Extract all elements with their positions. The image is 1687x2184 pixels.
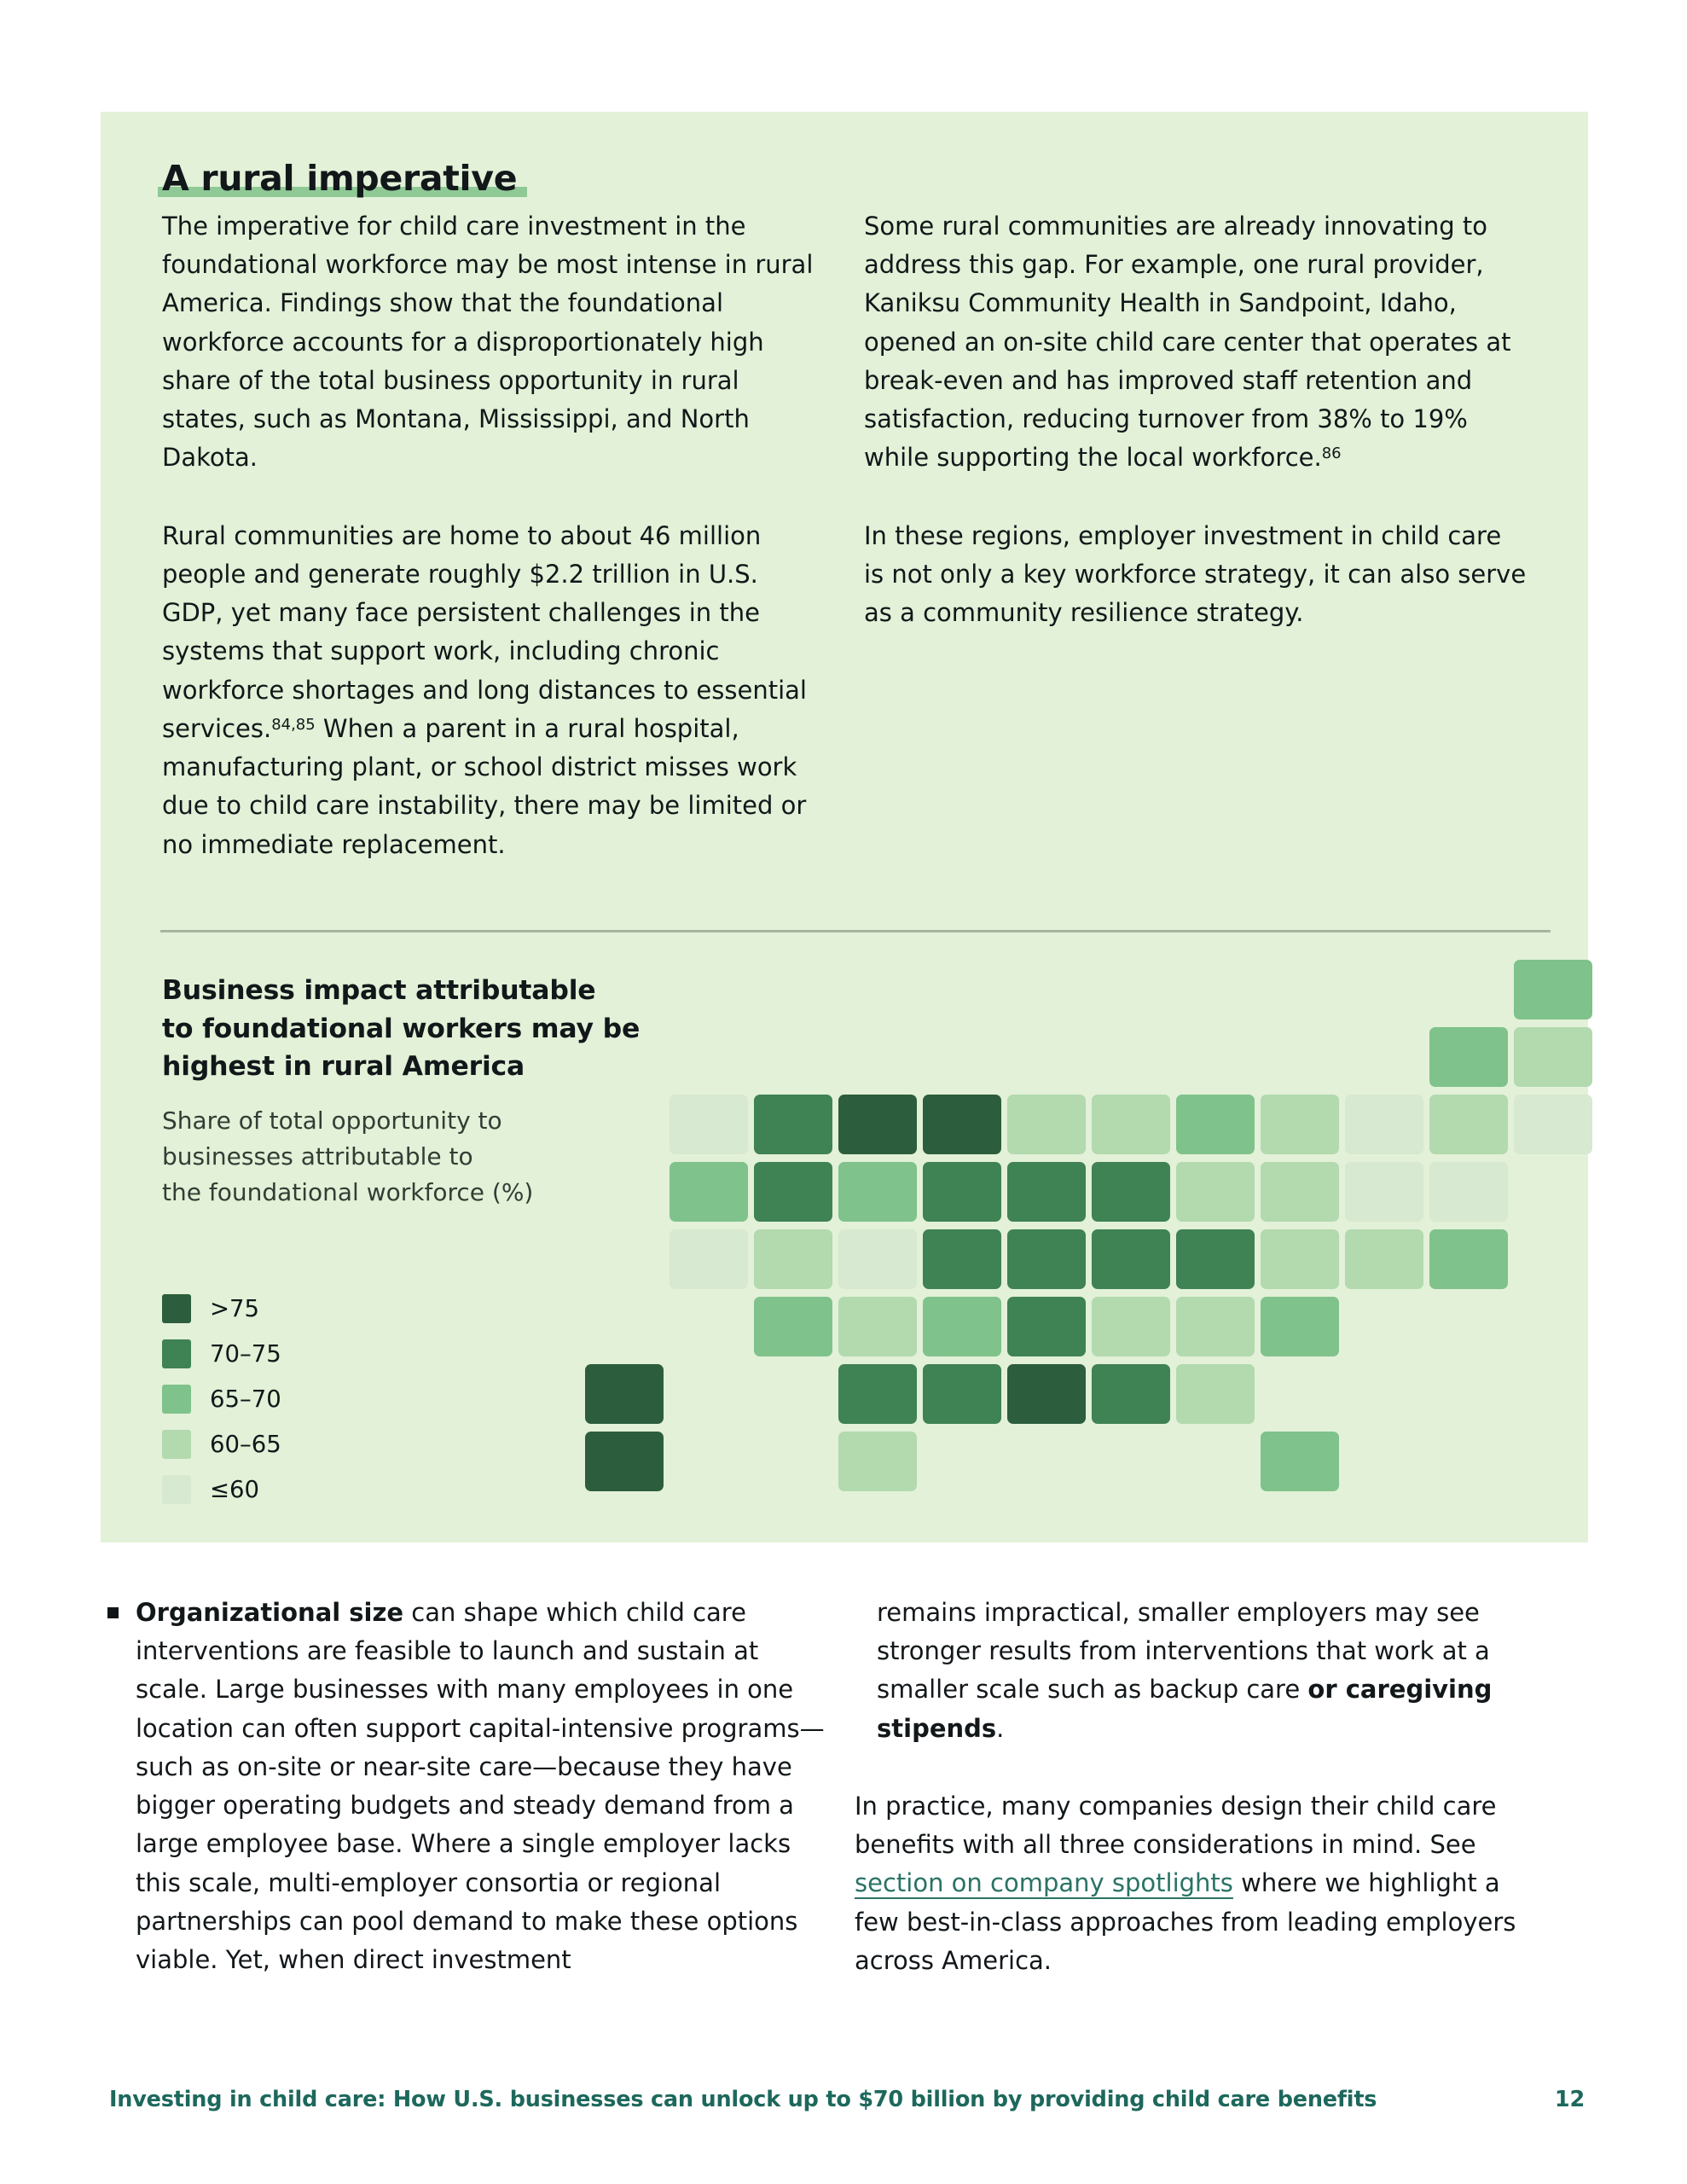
map-legend: >75 70–75 65–70 60–65 ≤60 bbox=[162, 1286, 281, 1512]
state-tile-VT bbox=[1429, 1027, 1508, 1087]
state-tile-IA bbox=[1007, 1162, 1086, 1222]
state-tile-AL bbox=[1092, 1364, 1170, 1424]
paragraph: Some rural communities are already innov… bbox=[864, 212, 1511, 473]
state-tile-OR bbox=[670, 1162, 748, 1222]
paragraph: In practice, many companies design their… bbox=[855, 1791, 1516, 1975]
state-tile-KS bbox=[923, 1297, 1001, 1356]
section-title: A rural imperative bbox=[158, 158, 528, 199]
legend-label: 70–75 bbox=[210, 1339, 281, 1368]
state-tile-UT bbox=[754, 1229, 832, 1289]
state-tile-WA bbox=[670, 1095, 748, 1154]
state-tile-TN bbox=[1092, 1297, 1170, 1356]
company-spotlights-link[interactable]: section on company spotlights bbox=[855, 1868, 1233, 1898]
legend-item: 70–75 bbox=[162, 1331, 281, 1376]
state-tile-KY bbox=[1092, 1229, 1170, 1289]
state-tile-WV bbox=[1176, 1229, 1255, 1289]
state-tile-SC bbox=[1261, 1297, 1339, 1356]
section-divider bbox=[160, 930, 1551, 932]
state-tile-PA bbox=[1261, 1162, 1339, 1222]
state-tile-TX bbox=[838, 1432, 917, 1491]
legend-swatch bbox=[162, 1474, 191, 1504]
state-tile-FL bbox=[1261, 1432, 1339, 1491]
state-tile-GA bbox=[1176, 1364, 1255, 1424]
state-tile-HI bbox=[585, 1432, 664, 1491]
state-tile-OH bbox=[1176, 1162, 1255, 1222]
state-tile-IL bbox=[1092, 1095, 1170, 1154]
paragraph: remains impractical, smaller employers m… bbox=[877, 1598, 1493, 1743]
state-tile-MA bbox=[1429, 1095, 1508, 1154]
section-title-text: A rural imperative bbox=[162, 158, 518, 199]
state-tile-MT bbox=[838, 1095, 917, 1154]
legend-swatch bbox=[162, 1293, 191, 1323]
state-tile-ME bbox=[1514, 960, 1592, 1019]
bullet-item: Organizational size can shape which chil… bbox=[107, 1594, 832, 1979]
state-tile-NC bbox=[1176, 1297, 1255, 1356]
rural-imperative-panel: A rural imperative The imperative for ch… bbox=[101, 112, 1592, 1542]
intro-column-right: Some rural communities are already innov… bbox=[864, 207, 1527, 903]
legend-label: 60–65 bbox=[210, 1430, 281, 1458]
page-footer: Investing in child care: How U.S. busine… bbox=[109, 2087, 1585, 2112]
paragraph: Rural communities are home to about 46 m… bbox=[162, 520, 807, 859]
state-tile-CT bbox=[1429, 1162, 1508, 1222]
map-subtitle: Share of total opportunity to businesses … bbox=[162, 1107, 534, 1206]
legend-label: 65–70 bbox=[210, 1385, 281, 1413]
map-heading: Business impact attributable to foundatio… bbox=[162, 975, 641, 1083]
paragraph: In these regions, employer investment in… bbox=[864, 520, 1527, 628]
bullet-paragraph: Organizational size can shape which chil… bbox=[136, 1598, 825, 1975]
state-tile-NV bbox=[754, 1162, 832, 1222]
state-tile-ID bbox=[754, 1095, 832, 1154]
legend-label: >75 bbox=[210, 1294, 260, 1322]
legend-label: ≤60 bbox=[210, 1475, 260, 1503]
bullet-marker bbox=[107, 1607, 119, 1618]
state-tile-RI bbox=[1514, 1095, 1592, 1154]
state-tile-NE bbox=[923, 1229, 1001, 1289]
state-tile-OK bbox=[838, 1364, 917, 1424]
intro-columns: The imperative for child care investment… bbox=[162, 207, 1527, 903]
state-tile-MO bbox=[1007, 1229, 1086, 1289]
legend-swatch bbox=[162, 1339, 191, 1368]
page-number: 12 bbox=[1554, 2087, 1585, 2112]
state-tile-MD bbox=[1345, 1229, 1423, 1289]
legend-item: ≤60 bbox=[162, 1467, 281, 1512]
legend-swatch bbox=[162, 1384, 191, 1414]
state-tile-VA bbox=[1261, 1229, 1339, 1289]
state-tile-MN bbox=[1007, 1095, 1086, 1154]
legend-item: 60–65 bbox=[162, 1421, 281, 1467]
state-tile-IN bbox=[1092, 1162, 1170, 1222]
state-tile-MI bbox=[1261, 1095, 1339, 1154]
us-choropleth-map bbox=[585, 960, 1600, 1499]
state-tile-MS bbox=[1007, 1364, 1086, 1424]
state-tile-AK bbox=[585, 1364, 664, 1424]
title-underline-highlight bbox=[158, 187, 528, 197]
intro-column-left: The imperative for child care investment… bbox=[162, 207, 825, 903]
footer-report-title: Investing in child care: How U.S. busine… bbox=[109, 2087, 1377, 2112]
state-tile-CO bbox=[838, 1229, 917, 1289]
state-tile-NJ bbox=[1345, 1162, 1423, 1222]
state-tile-LA bbox=[923, 1364, 1001, 1424]
state-tile-NM bbox=[838, 1297, 917, 1356]
state-tile-CA bbox=[670, 1229, 748, 1289]
legend-swatch bbox=[162, 1429, 191, 1459]
state-tile-AR bbox=[1007, 1297, 1086, 1356]
state-tile-NH bbox=[1514, 1027, 1592, 1087]
state-tile-NY bbox=[1345, 1095, 1423, 1154]
legend-item: >75 bbox=[162, 1286, 281, 1331]
bottom-right-column: remains impractical, smaller employers m… bbox=[855, 1594, 1545, 2019]
state-tile-AZ bbox=[754, 1297, 832, 1356]
state-tile-WY bbox=[838, 1162, 917, 1222]
state-tile-DE bbox=[1429, 1229, 1508, 1289]
paragraph: The imperative for child care investment… bbox=[162, 212, 814, 473]
legend-item: 65–70 bbox=[162, 1376, 281, 1421]
state-tile-SD bbox=[923, 1162, 1001, 1222]
state-tile-WI bbox=[1176, 1095, 1255, 1154]
state-tile-ND bbox=[923, 1095, 1001, 1154]
us-tile-map-svg bbox=[585, 960, 1592, 1491]
